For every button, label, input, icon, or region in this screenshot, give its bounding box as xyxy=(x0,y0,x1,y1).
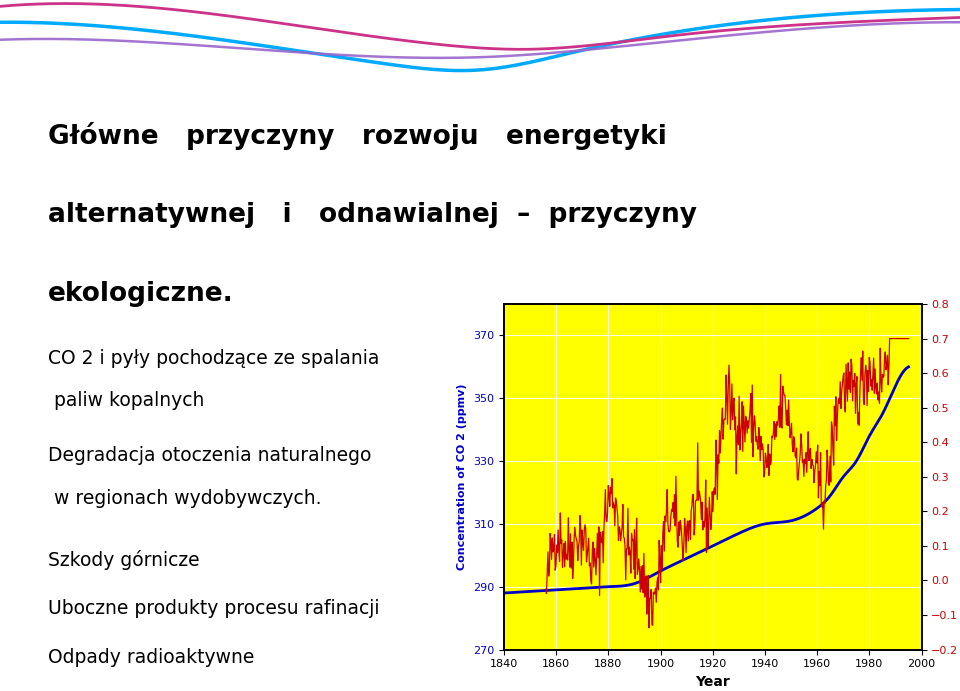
Text: Główne   przyczyny   rozwoju   energetyki: Główne przyczyny rozwoju energetyki xyxy=(48,122,667,150)
Y-axis label: Concentration of CO 2 (ppmv): Concentration of CO 2 (ppmv) xyxy=(458,384,468,570)
Text: w regionach wydobywczych.: w regionach wydobywczych. xyxy=(48,489,322,508)
Text: paliw kopalnych: paliw kopalnych xyxy=(48,391,204,410)
Text: CO 2 i pyły pochodzące ze spalania: CO 2 i pyły pochodzące ze spalania xyxy=(48,348,379,368)
Text: Szkody górnicze: Szkody górnicze xyxy=(48,550,200,570)
Text: Degradacja otoczenia naturalnego: Degradacja otoczenia naturalnego xyxy=(48,446,372,465)
Text: Uboczne produkty procesu rafinacji: Uboczne produkty procesu rafinacji xyxy=(48,599,379,618)
Text: alternatywnej   i   odnawialnej  –  przyczyny: alternatywnej i odnawialnej – przyczyny xyxy=(48,202,697,228)
Text: Odpady radioaktywne: Odpady radioaktywne xyxy=(48,648,254,668)
Text: ekologiczne.: ekologiczne. xyxy=(48,281,233,307)
X-axis label: Year: Year xyxy=(695,675,731,689)
